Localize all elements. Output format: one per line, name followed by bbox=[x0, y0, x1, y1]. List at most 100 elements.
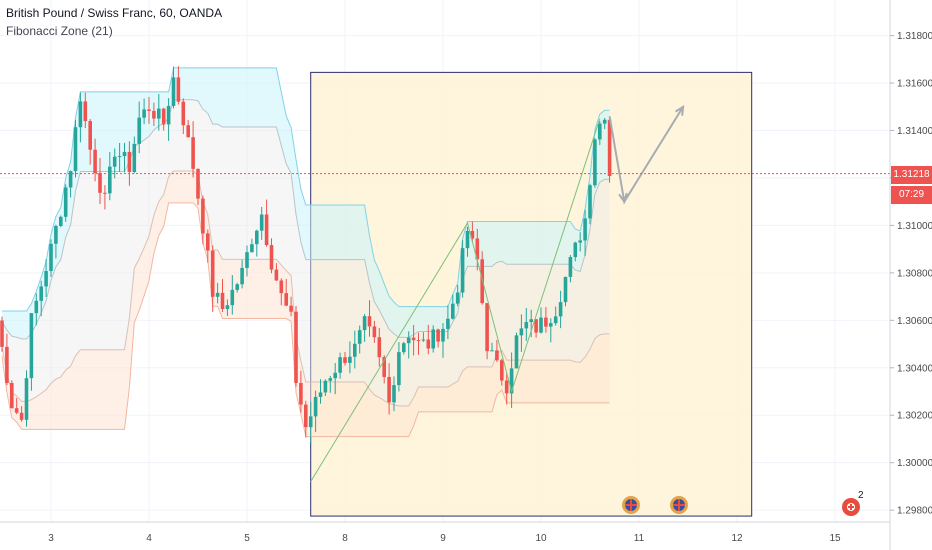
swiss-event-icon[interactable] bbox=[842, 498, 860, 516]
candle-body bbox=[573, 242, 578, 258]
symbol-title[interactable]: British Pound / Swiss Franc, 60, OANDA bbox=[6, 6, 223, 20]
candle-body bbox=[524, 322, 529, 329]
candle bbox=[549, 318, 553, 343]
candle bbox=[490, 342, 494, 352]
candle-body bbox=[504, 380, 509, 394]
candle-body bbox=[353, 343, 357, 357]
candle-body bbox=[259, 214, 264, 231]
candle bbox=[235, 282, 239, 293]
candle-body bbox=[103, 192, 107, 194]
candle bbox=[5, 333, 9, 386]
indicator-label[interactable]: Fibonacci Zone (21) bbox=[6, 24, 113, 38]
candle-body bbox=[240, 267, 244, 285]
candle-body bbox=[387, 376, 391, 403]
candle bbox=[68, 170, 73, 198]
candle-body bbox=[93, 149, 97, 174]
candle-body bbox=[279, 280, 284, 294]
candle bbox=[206, 229, 210, 263]
candle-body bbox=[338, 357, 342, 373]
candle-body bbox=[161, 108, 166, 125]
candle bbox=[470, 221, 475, 243]
uk-flag-event-icon[interactable] bbox=[670, 496, 688, 514]
candle-body bbox=[225, 305, 230, 310]
candle-body bbox=[210, 250, 215, 297]
candle bbox=[24, 370, 29, 427]
candle-body bbox=[78, 101, 83, 128]
candle-body bbox=[607, 119, 612, 176]
candle-body bbox=[563, 276, 568, 303]
candle bbox=[460, 240, 465, 298]
uk-flag-event-icon[interactable] bbox=[622, 496, 640, 514]
candle-body bbox=[196, 168, 200, 199]
candle-body bbox=[411, 337, 416, 341]
candle bbox=[387, 363, 391, 415]
candle bbox=[573, 241, 578, 262]
candle bbox=[465, 226, 470, 257]
price-tick-label: 1.31000 bbox=[897, 221, 932, 232]
candle-body bbox=[19, 412, 24, 420]
candle-body bbox=[176, 77, 181, 102]
candle-body bbox=[201, 198, 205, 234]
candle bbox=[215, 282, 220, 304]
candle-body bbox=[122, 151, 127, 157]
candle-body bbox=[578, 240, 582, 243]
candle bbox=[284, 279, 288, 307]
candle bbox=[485, 303, 489, 360]
candle bbox=[357, 325, 362, 354]
candle-body bbox=[534, 319, 538, 333]
time-tick-label: 5 bbox=[244, 533, 250, 544]
candle bbox=[250, 238, 254, 253]
candle-body bbox=[171, 77, 176, 106]
candle-body bbox=[191, 137, 195, 169]
candle bbox=[299, 370, 303, 413]
candle bbox=[49, 239, 53, 277]
candle-body bbox=[264, 214, 269, 246]
candle-body bbox=[460, 248, 465, 293]
candle bbox=[539, 307, 543, 334]
candle-body bbox=[392, 385, 396, 403]
candle bbox=[509, 352, 514, 408]
time-tick-label: 8 bbox=[342, 533, 348, 544]
candle bbox=[411, 325, 416, 356]
candle-body bbox=[416, 340, 421, 342]
candle bbox=[186, 119, 190, 138]
candle bbox=[73, 119, 78, 178]
candle bbox=[308, 401, 313, 443]
candle bbox=[598, 121, 602, 145]
candle-body bbox=[583, 218, 587, 241]
candle bbox=[245, 245, 249, 277]
candle bbox=[54, 224, 58, 259]
candle bbox=[392, 376, 396, 412]
candle-body bbox=[137, 117, 141, 144]
candle-body bbox=[495, 350, 499, 361]
candle bbox=[181, 98, 186, 134]
candle-body bbox=[117, 156, 122, 158]
candle-body bbox=[490, 350, 494, 352]
candle bbox=[602, 117, 607, 130]
candle bbox=[29, 312, 34, 391]
candle bbox=[10, 380, 14, 409]
candle bbox=[343, 351, 347, 366]
candle bbox=[157, 93, 161, 131]
candle-body bbox=[446, 318, 450, 329]
candle-body bbox=[426, 339, 431, 349]
candle bbox=[98, 157, 102, 205]
candle bbox=[558, 290, 563, 329]
candle-body bbox=[519, 328, 524, 336]
candle-body bbox=[108, 166, 112, 194]
time-tick-label: 12 bbox=[731, 533, 743, 544]
candle-body bbox=[318, 392, 323, 397]
candle bbox=[446, 305, 450, 340]
candle-body bbox=[323, 380, 328, 393]
candle-body bbox=[514, 335, 519, 369]
candle-body bbox=[593, 139, 597, 186]
candle-body bbox=[98, 173, 102, 193]
candle bbox=[83, 92, 88, 129]
candle-body bbox=[63, 187, 68, 217]
candle bbox=[583, 209, 587, 257]
candle bbox=[436, 328, 440, 348]
candle bbox=[274, 263, 279, 281]
candle bbox=[152, 102, 156, 126]
candle-body bbox=[220, 292, 225, 310]
